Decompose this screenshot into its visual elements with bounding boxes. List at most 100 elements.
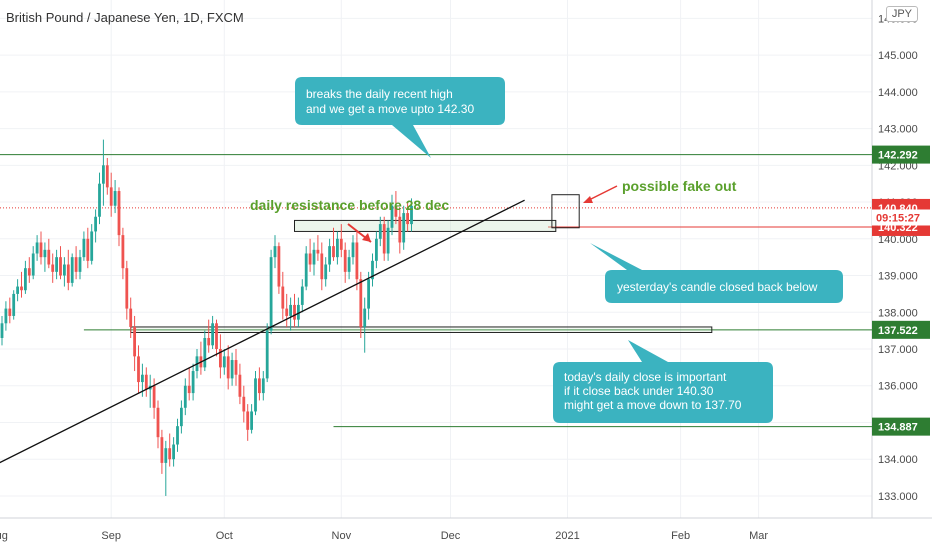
candle-body [343, 249, 347, 272]
callout-bottom[interactable]: today's daily close is important if it c… [553, 340, 773, 423]
candle-body [121, 235, 125, 269]
currency-badge[interactable]: JPY [885, 6, 918, 22]
candle-body [180, 407, 183, 427]
fakeout-label[interactable]: possible fake out [622, 178, 737, 194]
price-tag [872, 145, 930, 164]
price-tag-label: 137.522 [878, 325, 918, 337]
candle-body [117, 191, 121, 236]
callout-yesterday[interactable]: yesterday's candle closed back below [590, 243, 843, 303]
candle-body [254, 378, 257, 412]
candle-body [176, 426, 179, 445]
candle-body [168, 448, 172, 460]
candle-body [86, 238, 90, 261]
candle-body [59, 257, 62, 276]
callout-top-line1: breaks the daily recent high [306, 87, 453, 101]
candle-body [4, 308, 8, 324]
candle-body [137, 356, 140, 383]
candle-body [90, 231, 94, 261]
candle-body [125, 268, 129, 309]
candle-body [144, 374, 148, 390]
candle-body [390, 205, 394, 228]
candle-body [324, 264, 328, 280]
candle-body [94, 216, 97, 232]
candle-body [24, 268, 27, 291]
candle-body [289, 304, 292, 316]
candle-body [347, 257, 351, 272]
candle-body [211, 323, 214, 346]
candle-body [351, 242, 355, 258]
candle-body [47, 249, 51, 265]
candle-body [336, 238, 339, 258]
x-tick-label: Feb [671, 530, 690, 542]
candle-body [70, 257, 74, 283]
candle-body [51, 264, 55, 272]
x-tick-label: Mar [749, 530, 768, 542]
countdown-label: 09:15:27 [876, 212, 920, 224]
candle-body [234, 360, 238, 375]
candle-body [152, 385, 156, 408]
y-tick-label: 145.000 [878, 50, 918, 62]
time-axis[interactable]: Aug Sep Oct Nov Dec 2021 Feb Mar [0, 517, 932, 542]
candle-body [172, 444, 175, 460]
callout-top-line2: and we get a move upto 142.30 [306, 102, 474, 116]
candle-body [382, 224, 386, 254]
candle-body [242, 396, 246, 412]
x-tick-label: Dec [441, 530, 461, 542]
resistance-arrow-head [362, 233, 371, 242]
y-tick-label: 144.000 [878, 87, 918, 99]
candle-body [230, 360, 234, 379]
price-tag-label: 142.292 [878, 150, 918, 162]
resistance-zone [294, 219, 557, 232]
callout-top[interactable]: breaks the daily recent high and we get … [295, 77, 505, 158]
candle-body [31, 253, 35, 276]
callout-bottom-line3: might get a move down to 137.70 [564, 398, 742, 412]
candle-body [82, 238, 86, 258]
x-tick-label: Nov [332, 530, 352, 542]
candle-body [129, 308, 133, 327]
y-tick-label: 140.000 [878, 234, 918, 246]
ascending-trendline [0, 199, 525, 464]
candle-body [273, 246, 277, 258]
candle-body [66, 264, 70, 283]
price-tag [872, 417, 930, 436]
candle-body [39, 242, 43, 258]
candle-body [398, 216, 402, 243]
candle-body [160, 437, 164, 463]
y-tick-label: 133.000 [878, 491, 918, 503]
price-tag-label: 134.887 [878, 422, 918, 434]
candle-body [285, 308, 289, 316]
price-tag [872, 320, 930, 339]
candle-body [164, 448, 168, 463]
x-tick-label: Aug [0, 530, 8, 542]
candle-body [0, 323, 4, 338]
y-tick-label: 136.000 [878, 381, 918, 393]
y-tick-label: 143.000 [878, 124, 918, 136]
candle-body [74, 257, 78, 272]
candle-body [359, 279, 363, 327]
candle-body [35, 242, 39, 254]
resistance-label[interactable]: daily resistance before 28 dec [250, 197, 449, 213]
candle-body [261, 378, 265, 394]
candle-body [386, 227, 390, 254]
price-axis[interactable]: 133.000134.000135.000136.000137.000138.0… [871, 0, 918, 518]
candle-body [191, 371, 195, 394]
candle-body [304, 253, 308, 287]
y-tick-label: 134.000 [878, 454, 918, 466]
candle-body [363, 308, 367, 327]
candle-body [183, 385, 187, 408]
candle-body [394, 205, 398, 217]
y-tick-label: 137.000 [878, 344, 918, 356]
candle-body [250, 411, 253, 430]
fakeout-arrow-head [583, 196, 593, 203]
candle-body [332, 246, 335, 258]
candle-body [207, 337, 211, 346]
trendline[interactable] [0, 199, 525, 518]
candle-body [238, 374, 242, 397]
fakeout-box [551, 194, 580, 229]
candle-body [43, 249, 47, 258]
price-tags: 142.292140.840140.322137.522134.88709:15… [872, 145, 930, 436]
candle-body [133, 326, 136, 357]
candle-body [102, 165, 105, 184]
